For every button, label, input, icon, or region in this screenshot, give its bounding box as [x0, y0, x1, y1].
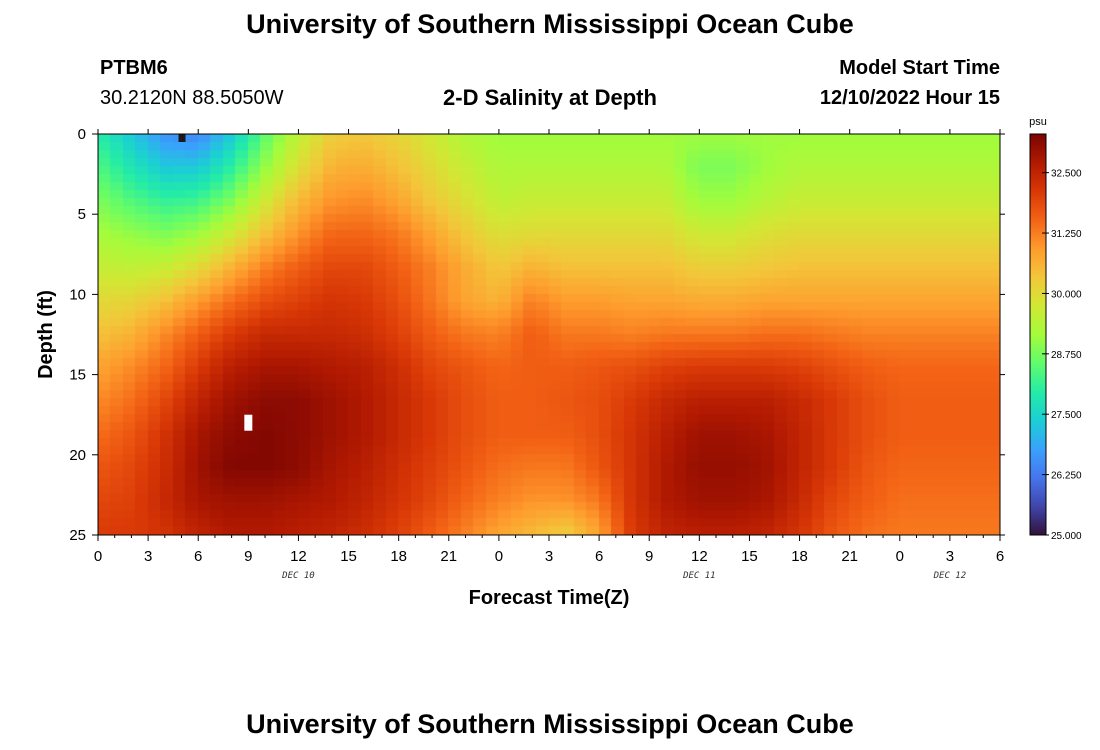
x-tick-label: 9	[645, 548, 653, 565]
x-tick-label: 18	[791, 548, 808, 565]
salinity-heatmap	[98, 134, 1000, 535]
y-tick-label: 5	[78, 206, 86, 223]
colorbar-tick-label: 32.500	[1051, 169, 1082, 180]
x-tick-label: 12	[691, 548, 708, 565]
x-tick-label: 3	[545, 548, 553, 565]
x-tick-label: 21	[440, 548, 457, 565]
x-tick-label: 0	[94, 548, 102, 565]
x-tick-label: 3	[144, 548, 152, 565]
colorbar-tick-label: 28.750	[1051, 350, 1082, 361]
y-tick-label: 20	[69, 447, 86, 464]
y-axis-title: Depth (ft)	[35, 290, 57, 379]
station-id: PTBM6	[100, 57, 168, 79]
footer-title: University of Southern Mississippi Ocean…	[246, 709, 854, 739]
x-tick-label: 6	[996, 548, 1004, 565]
x-tick-label: 9	[244, 548, 252, 565]
colorbar: psu 25.000 26.250 27.500 28.750 30.000 31.250 3…	[1029, 116, 1082, 542]
x-tick-label: 15	[741, 548, 758, 565]
marker-1	[244, 414, 253, 431]
colorbar-gradient	[1029, 133, 1047, 536]
x-tick-label: 0	[495, 548, 503, 565]
y-tick-label: 10	[69, 286, 86, 303]
model-start-label: Model Start Time	[839, 57, 1000, 79]
y-tick-label: 15	[69, 367, 86, 384]
colorbar-tick-label: 27.500	[1051, 410, 1082, 421]
plot-title: 2-D Salinity at Depth	[443, 85, 657, 110]
x-tick-label: 0	[896, 548, 904, 565]
day-label: DEC 11	[682, 571, 716, 581]
colorbar-unit: psu	[1029, 116, 1047, 128]
x-axis-title: Forecast Time(Z)	[469, 587, 630, 609]
y-tick-label: 0	[78, 126, 86, 143]
x-tick-label: 6	[194, 548, 202, 565]
x-tick-label: 15	[340, 548, 357, 565]
colorbar-tick-label: 25.000	[1051, 531, 1082, 542]
x-tick-label: 12	[290, 548, 307, 565]
x-tick-label: 21	[841, 548, 858, 565]
y-tick-label: 25	[69, 527, 86, 544]
day-label: DEC 12	[933, 571, 967, 581]
marker-0	[178, 134, 186, 142]
colorbar-tick-label: 31.250	[1051, 229, 1082, 240]
colorbar-tick-label: 30.000	[1051, 289, 1082, 300]
colorbar-tick-label: 26.250	[1051, 471, 1082, 482]
x-tick-label: 18	[390, 548, 407, 565]
day-label: DEC 10	[281, 571, 315, 581]
x-tick-label: 6	[595, 548, 603, 565]
model-start-value: 12/10/2022 Hour 15	[819, 87, 1000, 109]
main-title: University of Southern Mississippi Ocean…	[246, 9, 854, 39]
plot-frame	[97, 133, 1001, 536]
x-tick-label: 3	[946, 548, 954, 565]
station-coords: 30.2120N 88.5050W	[100, 87, 284, 109]
